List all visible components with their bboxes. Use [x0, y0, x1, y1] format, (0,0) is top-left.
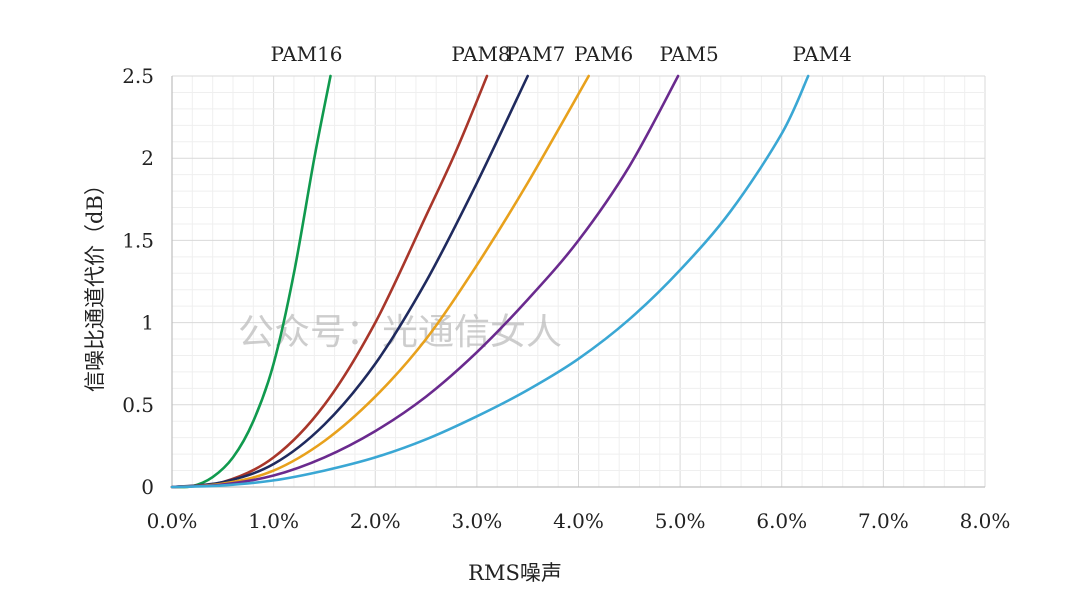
y-tick-label: 2.5 — [122, 64, 154, 88]
y-tick-label: 2 — [141, 146, 154, 170]
y-tick-label: 0.5 — [122, 393, 154, 417]
series-label-pam7: PAM7 — [506, 42, 565, 66]
series-label-pam8: PAM8 — [451, 42, 510, 66]
x-tick-label: 5.0% — [655, 509, 706, 533]
series-line-pam5 — [170, 74, 680, 489]
y-tick-label: 1.5 — [122, 228, 154, 252]
x-tick-label: 4.0% — [553, 509, 604, 533]
series-line-pam16 — [170, 74, 332, 489]
x-tick-label: 8.0% — [960, 509, 1011, 533]
x-tick-label: 2.0% — [350, 509, 401, 533]
grid — [171, 75, 986, 488]
axes — [171, 76, 985, 488]
tick-labels: 0.0% 1.0% 2.0% 3.0% 4.0% 5.0% 6.0% 7.0% 8.0% 0 0.5… — [122, 64, 1010, 533]
series-label-pam5: PAM5 — [659, 42, 718, 66]
x-tick-label: 0.0% — [147, 509, 198, 533]
series-label-pam6: PAM6 — [574, 42, 633, 66]
series-line-pam8 — [170, 74, 489, 489]
x-tick-label: 6.0% — [756, 509, 807, 533]
x-tick-label: 3.0% — [451, 509, 502, 533]
y-axis-title: 信噪比通道代价（dB） — [83, 174, 107, 392]
series-lines — [170, 74, 810, 489]
series-line-pam6 — [170, 74, 590, 489]
series-label-pam16: PAM16 — [271, 42, 343, 66]
watermark: 公众号：光通信女人 — [238, 312, 562, 353]
series-label-pam4: PAM4 — [793, 42, 852, 66]
x-tick-label: 1.0% — [248, 509, 299, 533]
series-line-pam7 — [170, 74, 529, 489]
x-tick-label: 7.0% — [858, 509, 909, 533]
y-tick-label: 0 — [141, 475, 154, 499]
x-axis-title: RMS噪声 — [468, 561, 562, 585]
series-line-pam4 — [170, 74, 810, 489]
y-tick-label: 1 — [141, 311, 154, 335]
